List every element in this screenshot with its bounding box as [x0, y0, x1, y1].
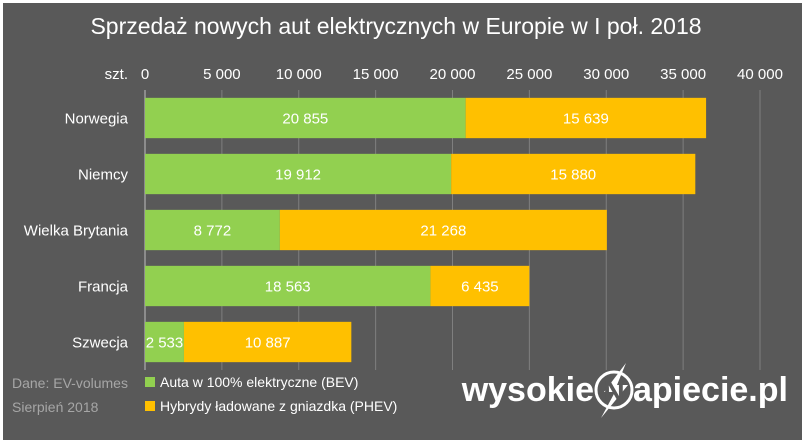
x-tick-label: 25 000 — [506, 66, 552, 83]
legend-label-bev: Auta w 100% elektryczne (BEV) — [160, 374, 358, 390]
bar-value-label: 2 533 — [146, 335, 184, 352]
logo-text-left: wysokie — [461, 371, 594, 409]
bar-segment — [145, 209, 280, 251]
y-axis-categories: Norwegia Niemcy Wielka Brytania Francja Szwe… — [24, 111, 129, 352]
bar-segment — [145, 153, 452, 195]
bar-value-label: 6 435 — [461, 279, 499, 296]
bar-segment — [451, 153, 696, 195]
bar-segment — [145, 265, 431, 307]
bar-value-label: 20 855 — [282, 111, 328, 128]
category-label: Niemcy — [78, 167, 129, 184]
x-axis-unit-label: szt. — [105, 66, 128, 83]
bar-value-label: 21 268 — [420, 223, 466, 240]
category-label: Francja — [78, 279, 129, 296]
category-label: Norwegia — [65, 111, 129, 128]
source-note: Dane: EV-volumes Sierpień 2018 — [12, 375, 128, 415]
bar-segment — [465, 97, 707, 139]
bars: 20 855 15 639 19 912 15 880 8 772 21 268 18 56… — [145, 97, 707, 363]
x-tick-label: 35 000 — [660, 66, 706, 83]
bar-value-label: 19 912 — [275, 167, 321, 184]
legend-swatch-phev — [145, 401, 155, 411]
bar-segment — [279, 209, 607, 251]
category-label: Szwecja — [72, 335, 129, 352]
bar-value-label: 10 887 — [245, 335, 291, 352]
x-tick-label: 20 000 — [430, 66, 476, 83]
bar-value-label: 15 639 — [563, 111, 609, 128]
bar-value-label: 18 563 — [265, 279, 311, 296]
x-axis-ticks: 0 5 000 10 000 15 000 20 000 25 000 30 000 35 0… — [141, 66, 783, 83]
x-tick-label: 15 000 — [353, 66, 399, 83]
bar-value-label: 8 772 — [194, 223, 232, 240]
x-tick-label: 40 000 — [737, 66, 783, 83]
x-tick-label: 5 000 — [203, 66, 241, 83]
logo-lightning-bolt-icon — [601, 363, 628, 418]
source-line-1: Dane: EV-volumes — [12, 375, 128, 391]
logo-bolt-circle-icon — [594, 370, 634, 410]
bar-segment — [183, 321, 352, 363]
category-label: Wielka Brytania — [24, 223, 129, 240]
source-line-2: Sierpień 2018 — [12, 399, 99, 415]
bar-segment — [145, 321, 184, 363]
bar-segment — [145, 97, 466, 139]
logo-text-right: apiecie.pl — [633, 371, 788, 409]
bar-value-label: 15 880 — [550, 167, 596, 184]
brand-logo: wysokie N apiecie.pl — [461, 363, 788, 418]
x-tick-label: 10 000 — [276, 66, 322, 83]
legend-label-phev: Hybrydy ładowane z gniazdka (PHEV) — [160, 398, 397, 414]
bar-segment — [430, 265, 530, 307]
logo-letter: N — [603, 375, 625, 408]
legend: Auta w 100% elektryczne (BEV) Hybrydy ła… — [145, 374, 397, 414]
legend-swatch-bev — [145, 377, 155, 387]
x-tick-label: 30 000 — [583, 66, 629, 83]
x-tick-label: 0 — [141, 66, 149, 83]
chart-title: Sprzedaż nowych aut elektrycznych w Euro… — [90, 13, 701, 39]
